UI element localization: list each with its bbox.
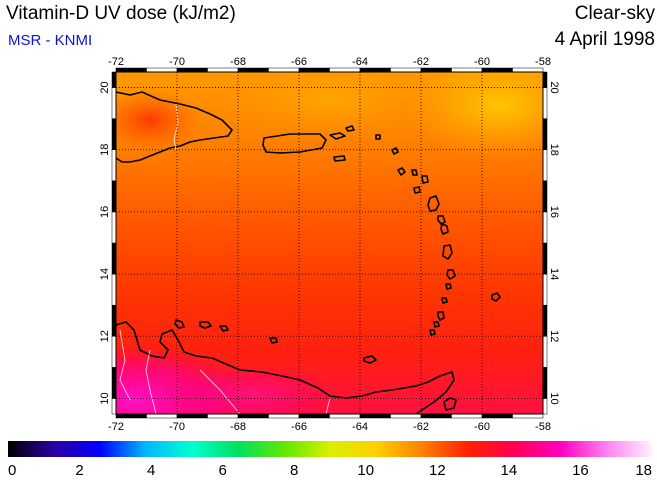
uv-dose-field [116,72,543,414]
lesser-antilles-coast [375,134,501,336]
lat-lon-grid [116,72,543,414]
south-america-coast [116,321,455,414]
lon-tick-label: -64 [352,56,368,68]
colorbar-tick-label: 2 [75,462,83,479]
colorbar-tick-label: 4 [147,462,155,479]
lon-tick-label: -70 [169,56,185,68]
lon-tick-label: -68 [230,56,246,68]
map-border [115,71,544,415]
colorbar-tick-label: 6 [218,462,226,479]
lat-tick-label: 14 [99,268,111,280]
longitude-ticks-top: -72 -70 -68 -66 -64 -62 -60 -58 [108,56,551,68]
date-label: 4 April 1998 [554,29,655,50]
colorbar-tick-label: 8 [290,462,298,479]
lon-tick-label: -58 [535,421,551,433]
lat-tick-label: 20 [548,81,560,93]
latitude-ticks-left: 10 12 14 16 18 20 [99,81,111,404]
lon-tick-label: -62 [413,56,429,68]
source-label: MSR - KNMI [8,32,93,49]
colorbar-tick-labels: 0 2 4 6 8 10 12 14 16 18 [8,462,652,479]
colorbar-tick-label: 12 [429,462,446,479]
lat-tick-label: 14 [548,268,560,280]
lat-tick-label: 12 [548,330,560,342]
lat-tick-label: 18 [548,144,560,156]
sky-condition-label: Clear-sky [574,3,655,24]
lat-tick-label: 18 [99,144,111,156]
lon-tick-label: -66 [291,56,307,68]
colorbar-tick-label: 16 [572,462,589,479]
hispaniola-coast [116,91,233,163]
lat-tick-label: 12 [99,330,111,342]
lat-tick-label: 20 [99,81,111,93]
lon-tick-label: -60 [474,56,490,68]
lat-tick-label: 16 [548,206,560,218]
lon-tick-label: -70 [169,421,185,433]
lon-tick-label: -62 [413,421,429,433]
lon-tick-label: -72 [108,421,124,433]
lon-tick-label: -64 [352,421,368,433]
colorbar-tick-label: 14 [501,462,518,479]
lon-tick-label: -60 [474,421,490,433]
colorbar-tick-label: 18 [635,462,652,479]
colorbar-tick-label: 10 [357,462,374,479]
political-borders [119,103,331,414]
lon-tick-label: -58 [535,56,551,68]
latitude-ticks-right: 10 12 14 16 18 20 [548,81,560,404]
lat-tick-label: 10 [548,392,560,404]
lon-tick-label: -68 [230,421,246,433]
lat-tick-label: 10 [99,392,111,404]
lat-tick-label: 16 [99,206,111,218]
lon-tick-label: -72 [108,56,124,68]
longitude-ticks-bottom: -72 -70 -68 -66 -64 -62 -60 -58 [108,421,551,433]
lon-tick-label: -66 [291,421,307,433]
map-title: Vitamin-D UV dose (kJ/m2) [6,3,236,24]
colorbar-gradient [8,441,652,457]
map-frame [111,67,548,419]
colorbar-tick-label: 0 [8,462,16,479]
